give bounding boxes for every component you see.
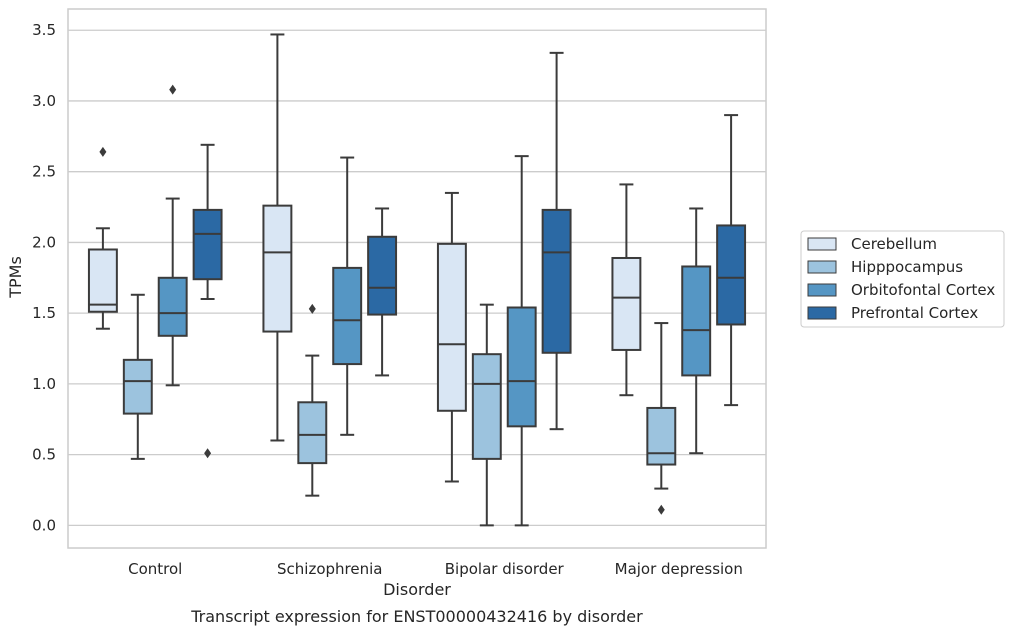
- box-iqr: [681, 265, 712, 377]
- outlier-point: [308, 303, 316, 314]
- outlier-point: [169, 84, 177, 95]
- box-iqr: [646, 406, 677, 466]
- outlier-point: [99, 146, 107, 157]
- y-tick-label: 0.0: [32, 516, 56, 534]
- legend-swatch: [807, 306, 837, 320]
- box-orbitofontal-cortex-schizophrenia: [332, 156, 363, 436]
- y-tick-label: 1.5: [32, 304, 56, 322]
- legend-swatch: [807, 237, 837, 251]
- x-tick-label: Schizophrenia: [277, 560, 382, 578]
- y-tick-label: 1.0: [32, 375, 56, 393]
- box-iqr: [471, 353, 502, 460]
- box-iqr: [436, 242, 467, 412]
- box-cerebellum-major-depression: [611, 183, 642, 397]
- chart-title: Transcript expression for ENST0000043241…: [190, 607, 643, 626]
- box-cerebellum-schizophrenia: [262, 33, 293, 442]
- legend-label: Orbitofontal Cortex: [851, 281, 995, 299]
- legend-label: Hipppocampus: [851, 258, 963, 276]
- box-iqr: [716, 224, 747, 326]
- box-prefrontal-cortex-schizophrenia: [367, 207, 398, 377]
- y-tick-label: 3.0: [32, 92, 56, 110]
- legend: Cerebellum Hipppocampus Orbitofontal Corte…: [800, 230, 1005, 328]
- box-orbitofontal-cortex-major-depression: [681, 207, 712, 455]
- box-prefrontal-cortex-control: [192, 143, 223, 459]
- box-iqr: [367, 235, 398, 316]
- outlier-point: [657, 504, 665, 515]
- y-tick-label: 2.0: [32, 233, 56, 251]
- y-tick-label: 3.5: [32, 21, 56, 39]
- box-hipppocampus-schizophrenia: [297, 303, 328, 497]
- box-prefrontal-cortex-bipolar-disorder: [541, 51, 572, 431]
- box-iqr: [332, 266, 363, 366]
- y-tick-label: 0.5: [32, 446, 56, 464]
- legend-frame: [800, 230, 1005, 328]
- legend-label: Prefrontal Cortex: [851, 304, 978, 322]
- box-iqr: [541, 208, 572, 354]
- box-iqr: [192, 208, 223, 281]
- legend-swatch: [807, 283, 837, 297]
- legend-swatch: [807, 260, 837, 274]
- box-iqr: [297, 401, 328, 465]
- plot-frame: [67, 8, 767, 549]
- box-iqr: [157, 276, 188, 337]
- x-axis-title: Disorder: [383, 580, 451, 599]
- legend-label: Cerebellum: [851, 235, 937, 253]
- y-axis-title: TPMs: [6, 256, 25, 299]
- box-iqr: [262, 204, 293, 333]
- box-prefrontal-cortex-major-depression: [716, 114, 747, 407]
- box-hipppocampus-major-depression: [646, 322, 677, 515]
- y-tick-label: 2.5: [32, 163, 56, 181]
- box-iqr: [87, 248, 118, 313]
- outlier-point: [204, 448, 212, 459]
- box-iqr: [122, 358, 153, 415]
- box-orbitofontal-cortex-bipolar-disorder: [506, 155, 537, 527]
- box-cerebellum-control: [87, 146, 118, 330]
- box-iqr: [611, 256, 642, 351]
- x-axis-ticks: Control Schizophrenia Bipolar disorder Majo…: [128, 560, 743, 578]
- x-tick-label: Bipolar disorder: [445, 560, 565, 578]
- box-plot-marks: [87, 33, 747, 527]
- x-tick-label: Control: [128, 560, 182, 578]
- y-axis-ticks: 0.0 0.5 1.0 1.5 2.0 2.5 3.0 3.5: [32, 21, 56, 534]
- box-iqr: [506, 306, 537, 428]
- box-cerebellum-bipolar-disorder: [436, 191, 467, 483]
- box-hipppocampus-bipolar-disorder: [471, 303, 502, 527]
- box-hipppocampus-control: [122, 293, 153, 460]
- box-orbitofontal-cortex-control: [157, 84, 188, 387]
- x-tick-label: Major depression: [615, 560, 743, 578]
